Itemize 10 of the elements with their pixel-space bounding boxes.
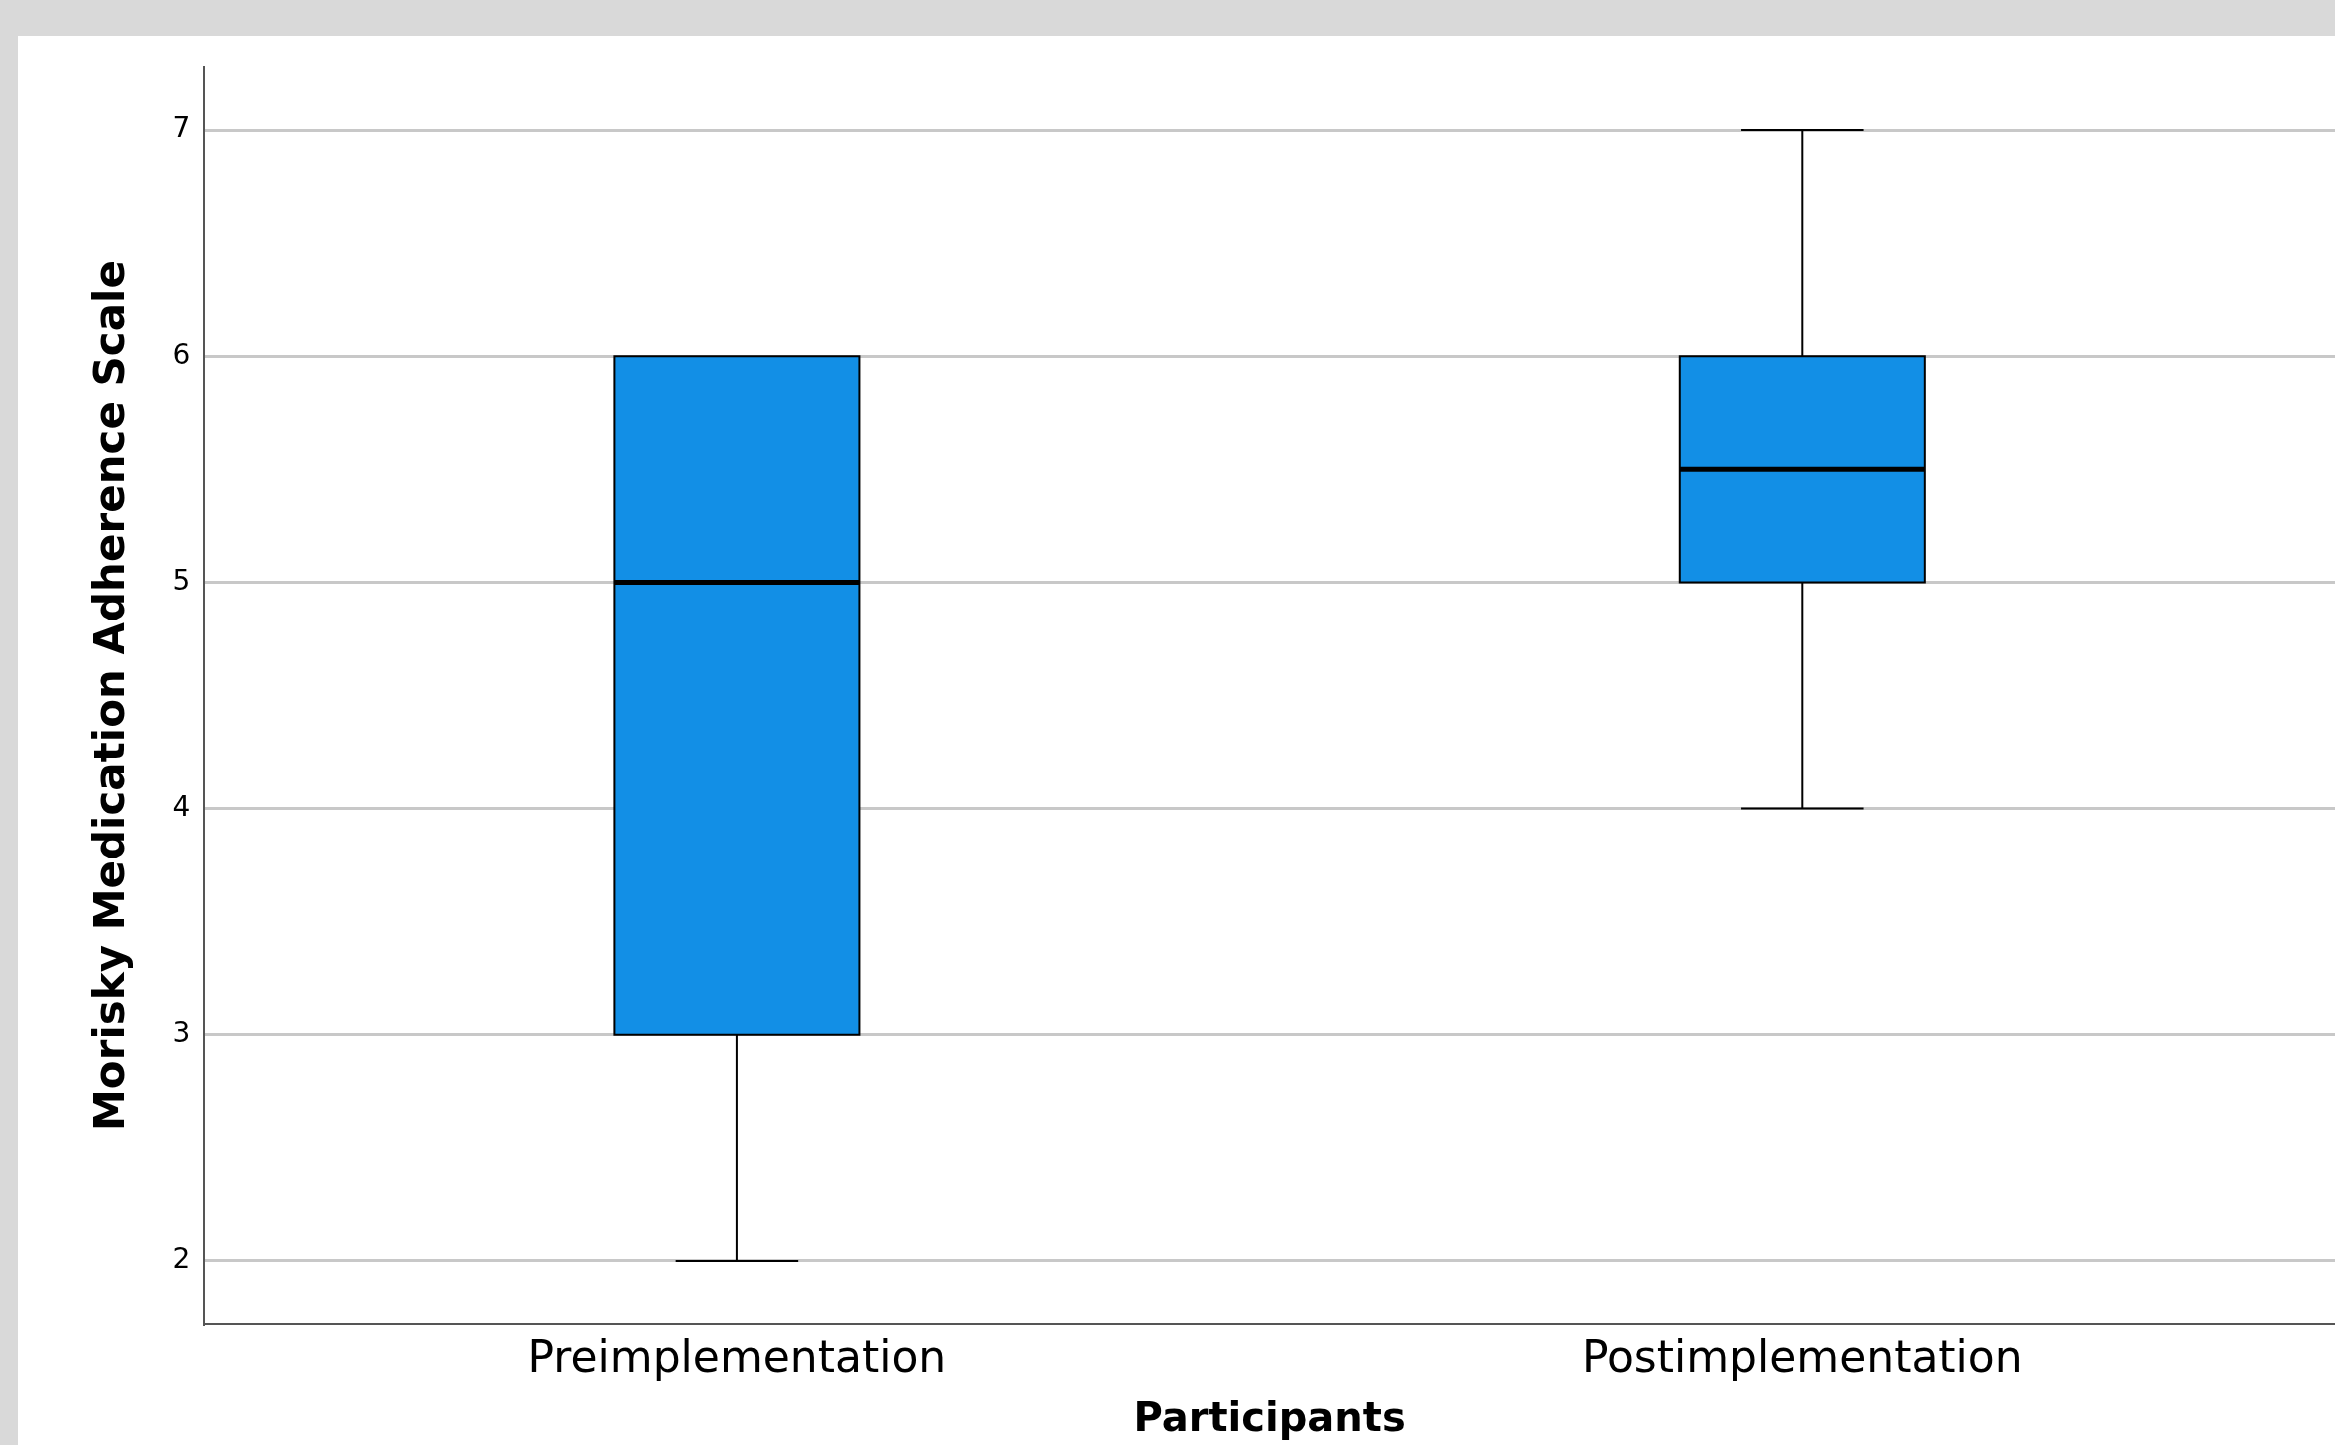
y-tick-label: 7	[172, 111, 191, 145]
y-tick-label: 2	[172, 1242, 191, 1276]
y-axis-title: Morisky Medication Adherence Scale	[85, 260, 135, 1131]
y-tick-label: 6	[172, 337, 191, 371]
y-tick-label: 4	[172, 789, 191, 823]
x-axis-title: Participants	[1133, 1394, 1406, 1441]
y-tick-label: 5	[172, 563, 191, 597]
x-tick-label: Postimplementation	[1581, 1331, 2023, 1383]
y-tick-label: 3	[172, 1016, 191, 1050]
x-tick-label: Preimplementation	[527, 1331, 947, 1383]
